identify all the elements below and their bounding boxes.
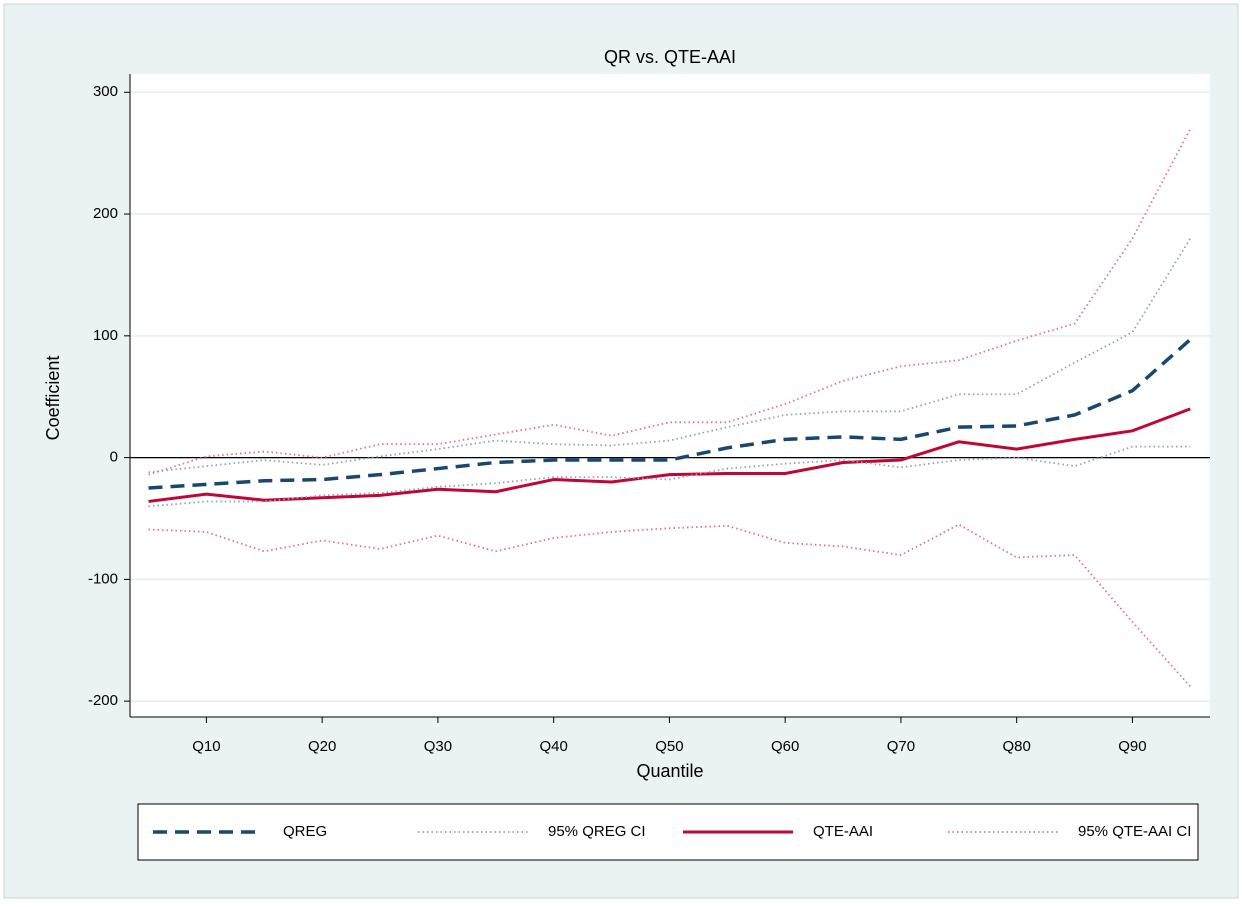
x-tick-label: Q50 — [655, 738, 683, 755]
x-tick-label: Q40 — [539, 738, 567, 755]
y-tick-label: 300 — [93, 83, 118, 100]
x-tick-label: Q90 — [1118, 738, 1146, 755]
y-tick-label: 200 — [93, 205, 118, 222]
y-tick-label: -200 — [88, 692, 118, 709]
y-axis-label: Coefficient — [43, 356, 63, 441]
y-tick-label: 0 — [110, 449, 118, 466]
x-tick-label: Q70 — [887, 738, 915, 755]
x-tick-label: Q80 — [1003, 738, 1031, 755]
series-line — [148, 523, 1191, 688]
series-line — [148, 407, 1191, 503]
series-line — [148, 445, 1191, 508]
y-tick-label: -100 — [88, 570, 118, 587]
x-tick-label: Q60 — [771, 738, 799, 755]
x-axis-label: Quantile — [636, 761, 703, 781]
series-line — [148, 128, 1192, 476]
x-tick-label: Q10 — [192, 738, 220, 755]
legend-label: 95% QREG CI — [548, 823, 646, 840]
x-tick-label: Q20 — [308, 738, 336, 755]
x-tick-label: Q30 — [424, 738, 452, 755]
chart-title: QR vs. QTE-AAI — [604, 47, 736, 67]
plot-area — [130, 74, 1210, 717]
legend-label: 95% QTE-AAI CI — [1078, 823, 1191, 840]
y-tick-label: 100 — [93, 327, 118, 344]
legend-label: QTE-AAI — [813, 823, 873, 840]
legend-label: QREG — [283, 823, 327, 840]
